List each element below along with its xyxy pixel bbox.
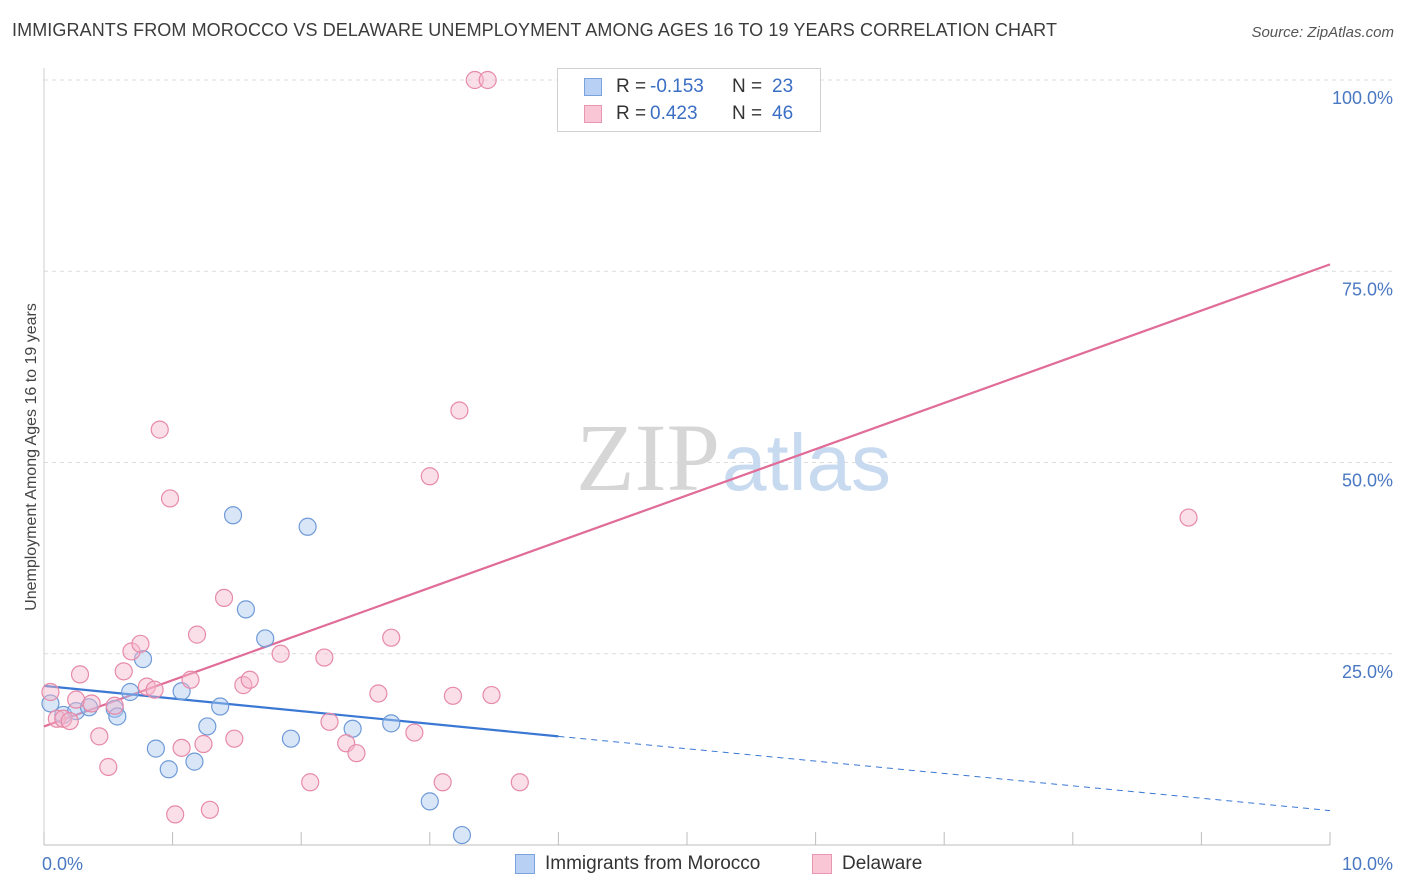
source-label: Source: ZipAtlas.com	[1251, 24, 1394, 41]
chart-title: IMMIGRANTS FROM MOROCCO VS DELAWARE UNEM…	[12, 20, 1058, 40]
legend-swatch-delaware	[584, 105, 602, 123]
point-delaware	[443, 686, 463, 705]
trendline-morocco-projection	[558, 735, 1331, 812]
point-delaware	[482, 685, 501, 705]
point-delaware	[301, 773, 320, 792]
point-morocco	[159, 760, 178, 779]
y-tick-label: 100.0%	[1332, 88, 1393, 108]
point-morocco	[198, 717, 217, 736]
point-delaware	[271, 644, 290, 663]
point-delaware	[1179, 508, 1198, 527]
point-delaware	[145, 680, 164, 699]
point-morocco	[281, 729, 301, 748]
point-morocco	[452, 825, 472, 845]
point-delaware	[405, 723, 424, 742]
point-delaware	[478, 70, 497, 90]
point-morocco	[146, 739, 165, 758]
point-delaware	[181, 670, 200, 689]
y-tick-labels: 25.0% 50.0% 75.0% 100.0%	[1332, 88, 1393, 682]
point-delaware	[166, 805, 185, 824]
legend-n-label: N =	[732, 103, 763, 124]
trend-lines	[43, 263, 1331, 812]
axes	[43, 68, 1331, 846]
point-morocco	[236, 600, 256, 619]
point-morocco	[298, 517, 317, 536]
legend-n-value: 23	[772, 76, 794, 97]
watermark-zip: ZIP	[576, 404, 720, 511]
point-delaware	[160, 489, 180, 508]
point-delaware	[240, 670, 259, 689]
point-delaware	[433, 773, 452, 792]
point-morocco	[382, 714, 401, 733]
point-delaware	[82, 694, 101, 713]
bottom-legend-swatch-morocco	[515, 854, 535, 874]
legend-n-label: N =	[732, 76, 763, 97]
legend-swatch-morocco	[584, 78, 602, 96]
point-delaware	[194, 734, 213, 754]
point-delaware	[90, 727, 109, 746]
x-tick-label: 10.0%	[1342, 854, 1393, 874]
point-delaware	[99, 757, 118, 777]
point-delaware	[70, 665, 90, 684]
point-delaware	[225, 729, 244, 748]
point-delaware	[60, 711, 79, 731]
y-tick-label: 75.0%	[1342, 279, 1393, 299]
legend-r-label: R =	[616, 76, 647, 97]
point-delaware	[450, 401, 469, 420]
point-delaware	[465, 70, 484, 90]
point-delaware	[510, 773, 529, 792]
point-delaware	[114, 662, 133, 681]
point-delaware	[200, 800, 219, 819]
trendline-delaware	[43, 263, 1331, 728]
y-axis-title: Unemployment Among Ages 16 to 19 years	[23, 303, 40, 611]
bottom-legend-label-delaware: Delaware	[842, 853, 923, 874]
point-delaware	[420, 467, 439, 486]
point-delaware	[347, 744, 366, 763]
bottom-legend-label-morocco: Immigrants from Morocco	[545, 853, 761, 874]
point-delaware	[172, 738, 191, 757]
point-delaware	[214, 588, 234, 608]
legend-r-value: 0.423	[650, 103, 698, 124]
point-delaware	[41, 682, 60, 702]
point-delaware	[131, 634, 150, 653]
point-delaware	[369, 684, 388, 703]
point-morocco	[223, 506, 243, 525]
bottom-legend-swatch-delaware	[812, 854, 832, 874]
grid	[44, 79, 1395, 655]
stats-legend: R = -0.153 N = 23 R = 0.423 N = 46	[557, 68, 821, 132]
y-tick-label: 50.0%	[1342, 471, 1393, 491]
point-delaware	[105, 696, 124, 715]
point-delaware	[320, 712, 339, 731]
point-morocco	[256, 629, 275, 648]
trendline-morocco	[43, 684, 559, 738]
point-delaware	[187, 625, 207, 644]
point-morocco	[121, 682, 140, 702]
legend-r-value: -0.153	[650, 76, 704, 97]
point-morocco	[185, 752, 204, 771]
point-morocco	[420, 792, 439, 811]
point-morocco	[108, 707, 127, 726]
point-delaware	[315, 648, 334, 667]
y-tick-label: 25.0%	[1342, 662, 1393, 682]
point-delaware	[382, 628, 401, 647]
point-delaware	[150, 420, 169, 439]
x-tick-label: 0.0%	[42, 854, 83, 874]
legend-r-label: R =	[616, 103, 647, 124]
legend-n-value: 46	[772, 103, 794, 124]
point-delaware	[67, 690, 86, 709]
point-morocco	[211, 697, 230, 716]
data-points	[41, 70, 1198, 845]
x-tick-labels: 0.0% 10.0%	[42, 854, 1393, 874]
